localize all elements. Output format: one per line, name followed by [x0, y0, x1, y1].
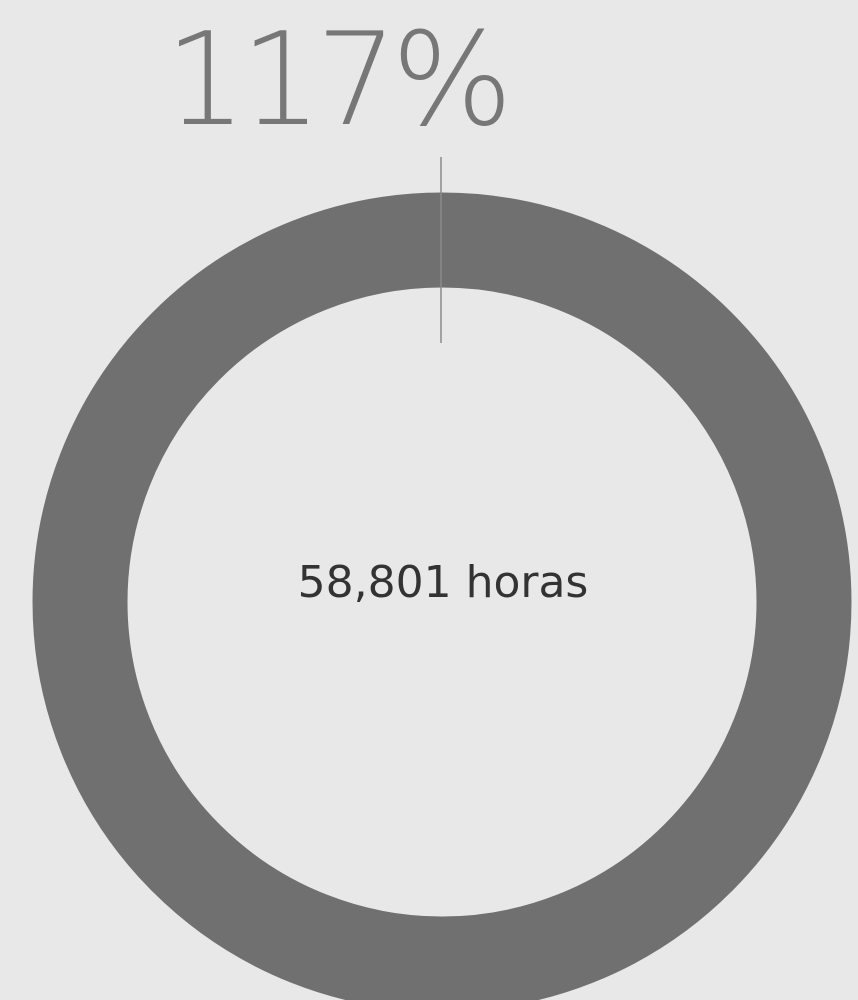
progress-ring	[32, 192, 852, 1000]
center-label: 58,801 horas	[298, 557, 589, 608]
percent-label: 117%	[165, 6, 507, 155]
